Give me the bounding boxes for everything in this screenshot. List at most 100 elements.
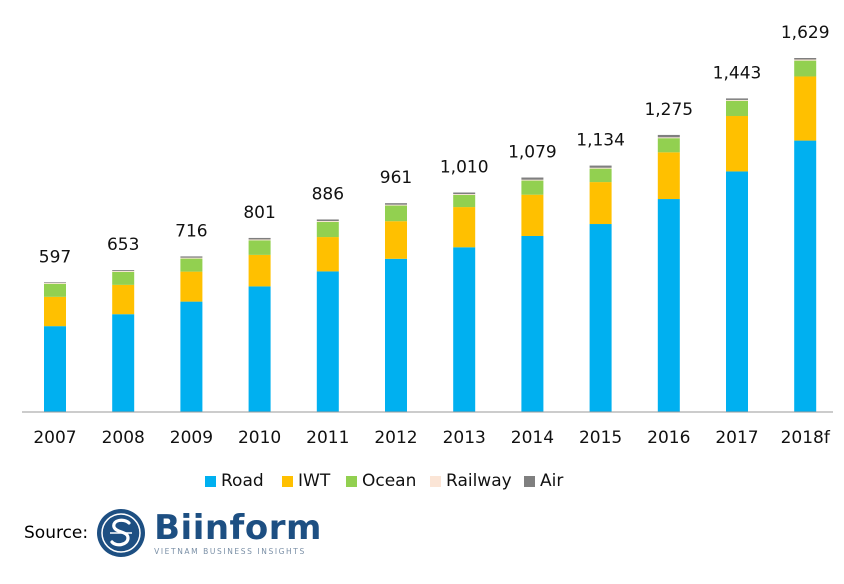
bar-ocean-2014: [521, 180, 544, 195]
bar-air-2012: [385, 203, 407, 205]
bar-ocean-2012: [385, 205, 407, 222]
stacked-bar-chart: 2007 2008 2009 2010 2011 2012 2013 2014 2015 2016…: [22, 23, 833, 448]
bar-ocean-2011: [316, 221, 339, 238]
total-labels: 597 653 716 801 886 961 1,010 1,079 1,134 1,275 1,…: [39, 23, 830, 267]
bar-railway-2012: [385, 204, 407, 206]
bar-air-2007: [44, 282, 66, 283]
bar-iwt-2009: [180, 271, 203, 302]
total-label-2015: 1,134: [576, 131, 625, 151]
x-tick-label-2009: 2009: [170, 428, 213, 448]
bar-iwt-2015: [589, 182, 612, 225]
bar-air-2011: [316, 219, 339, 221]
bar-railway-2010: [248, 239, 271, 241]
legend-swatch-railway: [430, 475, 441, 487]
bar-iwt-2010: [248, 254, 271, 287]
total-label-2012: 961: [380, 168, 412, 188]
bar-air-2008: [112, 270, 135, 271]
x-tick-label-2008: 2008: [102, 428, 145, 448]
bar-air-2018f: [794, 58, 817, 60]
x-tick-label-2016: 2016: [647, 428, 690, 448]
bar-iwt-2007: [44, 296, 66, 327]
bar-railway-2008: [112, 270, 135, 272]
total-label-2014: 1,079: [508, 143, 557, 163]
legend-item-ocean: Ocean: [346, 468, 416, 494]
brand-name: Biinform: [154, 508, 322, 548]
bar-road-2014: [521, 235, 544, 412]
total-label-2007: 597: [39, 247, 71, 267]
bar-ocean-2015: [589, 168, 612, 183]
total-label-2011: 886: [312, 184, 344, 204]
x-tick-labels: 2007 2008 2009 2010 2011 2012 2013 2014 2015 2016…: [33, 428, 830, 448]
total-label-2018f: 1,629: [781, 23, 830, 43]
legend-item-road: Road: [205, 468, 264, 494]
x-tick-label-2017: 2017: [715, 428, 758, 448]
legend: Road IWT Ocean Railway Air: [0, 468, 844, 494]
bar-railway-2007: [44, 282, 66, 284]
bar-railway-2013: [453, 194, 476, 195]
bar-ocean-2013: [453, 194, 476, 208]
bar-air-2010: [248, 237, 271, 240]
x-tick-label-2018f: 2018f: [781, 428, 831, 448]
total-label-2010: 801: [243, 203, 275, 223]
x-tick-label-2007: 2007: [33, 428, 76, 448]
bar-ocean-2010: [248, 240, 271, 255]
bar-railway-2009: [180, 257, 203, 259]
bar-air-2013: [453, 192, 476, 195]
bar-air-2016: [657, 134, 680, 138]
bar-railway-2017: [726, 99, 748, 101]
bar-ocean-2009: [180, 258, 203, 272]
bar-iwt-2017: [726, 116, 748, 172]
bar-road-2009: [180, 301, 203, 412]
bar-road-2007: [44, 326, 66, 412]
bar-road-2018f: [794, 140, 817, 413]
bar-railway-2016: [657, 137, 680, 139]
legend-label-railway: Railway: [446, 471, 512, 491]
bar-ocean-2007: [44, 283, 66, 297]
legend-item-railway: Railway: [430, 468, 512, 494]
x-tick-label-2010: 2010: [238, 428, 281, 448]
bar-road-2017: [726, 171, 748, 412]
bar-iwt-2011: [316, 237, 339, 272]
legend-item-air: Air: [524, 468, 563, 494]
total-label-2013: 1,010: [440, 158, 489, 178]
total-label-2009: 716: [175, 221, 207, 241]
x-tick-label-2013: 2013: [443, 428, 486, 448]
bar-ocean-2008: [112, 271, 135, 285]
total-label-2008: 653: [107, 235, 139, 255]
total-label-2016: 1,275: [644, 100, 693, 120]
bar-iwt-2013: [453, 207, 476, 248]
bar-railway-2014: [521, 179, 544, 181]
legend-swatch-iwt: [282, 475, 293, 487]
bar-railway-2018f: [794, 59, 817, 61]
brand-tagline: VIETNAM BUSINESS INSIGHTS: [154, 547, 306, 556]
total-label-2017: 1,443: [713, 63, 762, 83]
legend-label-air: Air: [540, 471, 564, 491]
bar-ocean-2017: [726, 100, 748, 117]
legend-label-ocean: Ocean: [362, 471, 417, 491]
legend-swatch-air: [524, 475, 535, 487]
bar-road-2012: [385, 258, 407, 412]
bar-air-2014: [521, 177, 544, 180]
biinform-logo-icon: [97, 509, 146, 557]
bar-road-2016: [657, 199, 680, 412]
bar-air-2015: [589, 165, 612, 168]
bar-road-2010: [248, 286, 271, 412]
bar-road-2008: [112, 314, 135, 412]
legend-label-iwt: IWT: [298, 471, 331, 491]
bars-group: [44, 58, 817, 413]
legend-label-road: Road: [221, 471, 264, 491]
bar-air-2009: [180, 256, 203, 258]
bar-ocean-2018f: [794, 60, 817, 77]
bar-iwt-2016: [657, 152, 680, 200]
bar-road-2013: [453, 247, 476, 412]
brand-block: Biinform VIETNAM BUSINESS INSIGHTS: [154, 510, 322, 556]
x-tick-label-2011: 2011: [306, 428, 349, 448]
bar-iwt-2014: [521, 194, 544, 236]
bar-road-2015: [589, 224, 612, 412]
legend-item-iwt: IWT: [282, 468, 330, 494]
source-label: Source:: [24, 523, 89, 543]
bar-iwt-2008: [112, 284, 135, 315]
x-tick-label-2014: 2014: [511, 428, 554, 448]
bar-ocean-2016: [657, 138, 680, 153]
bar-railway-2011: [316, 220, 339, 222]
